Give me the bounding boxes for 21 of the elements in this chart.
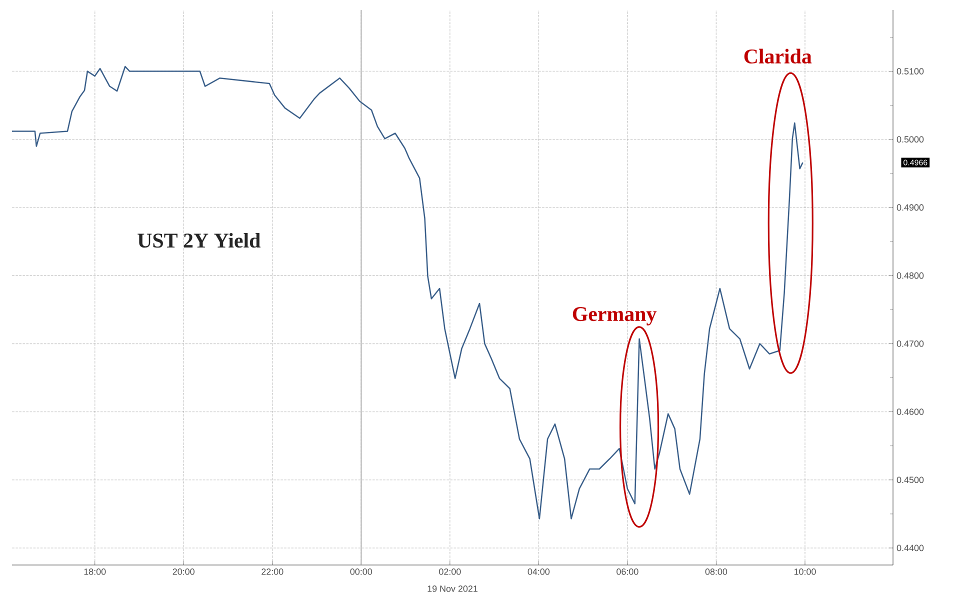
x-tick-label: 22:00: [262, 568, 284, 575]
y-tick-label: 0.4700: [896, 340, 924, 347]
x-tick-label: 20:00: [172, 568, 194, 575]
x-tick-label: 04:00: [528, 568, 550, 575]
text: 19 Nov 2021: [428, 586, 478, 592]
x-tick-label: 02:00: [439, 568, 461, 575]
y-tick-label: 0.5100: [896, 68, 924, 74]
x-tick-label: 00:00: [350, 568, 372, 575]
y-tick-label: 0.4600: [896, 408, 924, 415]
y-tick-label: 0.4500: [896, 476, 924, 484]
x-tick-label: 08:00: [705, 568, 728, 575]
y-tick-label: 0.4900: [896, 204, 924, 211]
x-tick-label: 10:00: [794, 568, 816, 575]
y-tick-label: 0.4800: [896, 272, 924, 279]
annotation: Clarida: [744, 48, 812, 64]
text: UST 2Y Yield: [138, 232, 260, 248]
x-tick-label: 06:00: [616, 568, 638, 575]
y-tick-label: 0.4400: [896, 544, 924, 552]
x-tick-label: 18:00: [84, 568, 106, 575]
annotation: Germany: [572, 307, 656, 326]
y-tick-label: 0.5000: [896, 136, 924, 143]
